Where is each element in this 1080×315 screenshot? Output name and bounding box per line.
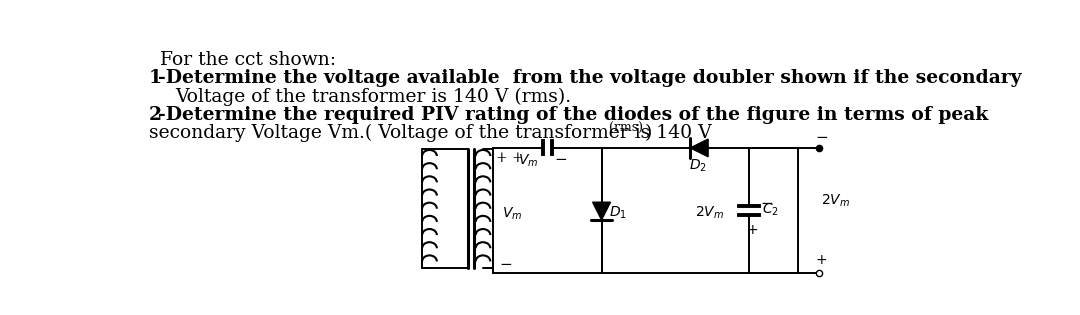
Text: For the cct shown:: For the cct shown:: [160, 51, 336, 69]
Text: $+$: $+$: [814, 253, 827, 266]
Text: (rms): (rms): [609, 122, 644, 135]
Text: -Determine the voltage available  from the voltage doubler shown if the secondar: -Determine the voltage available from th…: [159, 69, 1022, 87]
Polygon shape: [690, 139, 708, 157]
Text: 2: 2: [149, 106, 162, 123]
Text: $V_m$: $V_m$: [517, 152, 538, 169]
Text: 1: 1: [149, 69, 162, 87]
Polygon shape: [593, 202, 610, 220]
Text: + +: + +: [496, 151, 524, 165]
Text: ): ): [645, 124, 652, 142]
Text: $C_2$: $C_2$: [762, 202, 779, 219]
Text: $2V_m$: $2V_m$: [694, 204, 724, 221]
Text: $2V_m$: $2V_m$: [821, 193, 850, 209]
Text: Voltage of the transformer is 140 V (rms).: Voltage of the transformer is 140 V (rms…: [175, 88, 571, 106]
Text: $D_2$: $D_2$: [689, 158, 707, 174]
Text: $D_1$: $D_1$: [608, 204, 626, 221]
Text: $-$: $-$: [554, 151, 567, 165]
Text: -Determine the required PIV rating of the diodes of the figure in terms of peak: -Determine the required PIV rating of th…: [159, 106, 988, 123]
Text: $-$: $-$: [815, 129, 828, 142]
Text: $V_m$: $V_m$: [502, 205, 523, 221]
Text: $-$: $-$: [499, 256, 512, 270]
Text: $+$: $+$: [746, 223, 758, 238]
Text: secondary Voltage Vm.( Voltage of the transformer is 140 V: secondary Voltage Vm.( Voltage of the tr…: [149, 124, 712, 142]
Text: $-$: $-$: [760, 195, 773, 209]
